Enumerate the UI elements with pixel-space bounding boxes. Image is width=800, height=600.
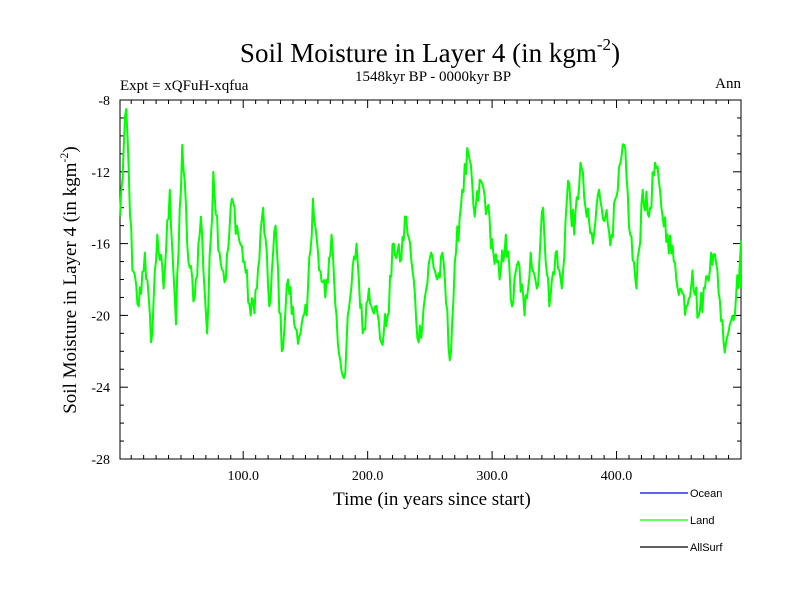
axis-ticks: -8 -12 -16 -20 -24 -28 100.0 200.0 300.0 400.0 [91, 94, 741, 484]
legend: Ocean Land AllSurf [640, 488, 723, 554]
subtitle-right: Ann [715, 76, 741, 92]
chart-title-superscript: -2 [597, 35, 611, 54]
x-tick-label: 300.0 [476, 469, 508, 484]
chart-title-close: ) [611, 38, 620, 68]
y-axis-label-main: Soil Moisture in Layer 4 (in kgm [60, 162, 81, 413]
x-tick-label: 200.0 [352, 469, 384, 484]
series-line-land [119, 108, 742, 380]
x-tick-label: 100.0 [227, 469, 259, 484]
legend-label-land: Land [690, 515, 714, 527]
subtitle-center: 1548kyr BP - 0000kyr BP [355, 69, 511, 85]
x-axis-label: Time (in years since start) [333, 489, 531, 510]
y-tick-label: -24 [91, 381, 110, 396]
y-tick-label: -20 [91, 309, 110, 324]
y-axis-label: Soil Moisture in Layer 4 (in kgm-2) [57, 146, 81, 414]
x-tick-label: 400.0 [601, 469, 633, 484]
plot-frame [119, 99, 742, 460]
legend-label-ocean: Ocean [690, 488, 722, 500]
legend-label-allsurf: AllSurf [690, 542, 723, 554]
chart-title-main: Soil Moisture in Layer 4 (in kgm [240, 38, 597, 68]
subtitle-left: Expt = xQFuH-xqfua [120, 78, 249, 94]
chart-title: Soil Moisture in Layer 4 (in kgm-2) [240, 35, 620, 68]
y-tick-label: -28 [91, 453, 110, 468]
y-tick-label: -16 [91, 238, 110, 253]
y-axis-label-superscript: -2 [57, 153, 71, 163]
y-tick-label: -8 [98, 94, 110, 109]
y-tick-label: -12 [91, 166, 110, 181]
y-axis-label-close: ) [60, 146, 81, 152]
